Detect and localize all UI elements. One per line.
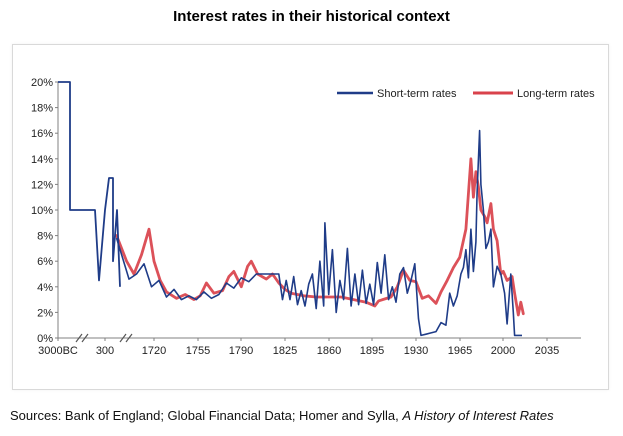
y-tick-label: 0% [37,333,53,345]
legend-label-short: Short-term rates [377,88,457,100]
y-tick-label: 14% [31,154,53,166]
x-tick-label: 1825 [273,345,297,357]
y-tick-label: 16% [31,128,53,140]
source-italic: A History of Interest Rates [402,408,554,423]
x-tick-label: 2000 [491,345,515,357]
x-tick-label: 3000BC [38,345,78,357]
source-prefix: Sources: Bank of England; Global Financi… [10,408,403,423]
y-tick-label: 12% [31,179,53,191]
series-line-short-term-early [58,81,121,287]
source-note: Sources: Bank of England; Global Financi… [10,408,620,423]
axis-break-mark [81,333,89,343]
x-tick-label: 2035 [535,345,559,357]
x-tick-label: 1860 [317,345,341,357]
axis-break-mark [75,333,83,343]
legend-label-long: Long-term rates [517,88,595,100]
y-tick-label: 10% [31,205,53,217]
chart-title: Interest rates in their historical conte… [173,8,450,25]
y-tick-label: 8% [37,231,53,243]
y-tick-label: 18% [31,103,53,115]
y-tick-label: 2% [37,307,53,319]
y-tick-label: 4% [37,282,53,294]
axis-break-mark [119,333,127,343]
x-tick-label: 1965 [448,345,472,357]
series-line-short-term [115,129,522,337]
y-tick-label: 6% [37,256,53,268]
series-line-long-term [115,157,525,317]
y-tick-label: 20% [31,77,53,89]
axis-break-mark [125,333,133,343]
x-tick-label: 300 [96,345,114,357]
chart-svg: 0% 2% 4% 6% 8% 10% 12% 14% 16% 18% 20% 3000BC 300 172… [31,77,595,357]
chart-panel: 0% 2% 4% 6% 8% 10% 12% 14% 16% 18% 20% 3000BC 300 172… [12,44,609,390]
x-tick-label: 1790 [229,345,253,357]
x-tick-label: 1755 [186,345,210,357]
x-tick-label: 1720 [142,345,166,357]
x-tick-label: 1895 [360,345,384,357]
x-tick-label: 1930 [404,345,428,357]
